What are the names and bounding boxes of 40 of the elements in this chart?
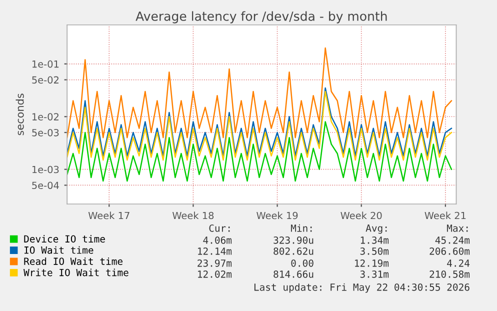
legend-label: Write IO Wait time (24, 268, 128, 276)
line-series (67, 121, 452, 182)
text: 4.24 (447, 259, 470, 267)
x-tick-label: Week 19 (256, 212, 298, 220)
text: 12.14m (198, 247, 232, 255)
text: 323.90u (274, 236, 314, 244)
x-tick-label: Week 21 (424, 212, 466, 220)
text: 210.58m (430, 270, 470, 278)
text: 12.19m (355, 259, 389, 267)
text: Max: (446, 224, 468, 232)
text: 1.34m (360, 236, 389, 244)
legend-label: Read IO Wait time (24, 257, 122, 265)
legend-label: IO Wait time (24, 246, 94, 254)
text: Cur: (209, 224, 230, 232)
text: 3.50m (360, 247, 389, 255)
text: 23.97m (198, 259, 232, 267)
text: 45.24m (435, 236, 470, 244)
chart-title: Average latency for /dev/sda - by month (136, 11, 387, 24)
text: Avg: (366, 224, 387, 234)
y-tick-label: 1e-02 (32, 113, 58, 120)
text: Min: (290, 224, 312, 232)
y-axis-title: seconds (16, 94, 24, 136)
y-tick-label: 5e-04 (32, 182, 59, 190)
x-tick-label: Week 18 (172, 212, 214, 220)
text: 4.06m (203, 236, 232, 244)
x-tick-label: Week 17 (88, 212, 130, 220)
text: 814.66u (274, 270, 314, 278)
y-tick-label: 1e-01 (32, 60, 59, 68)
line-series (67, 47, 452, 138)
text: 0.00 (291, 259, 314, 267)
legend-label: Device IO time (24, 235, 105, 243)
text: 12.02m (198, 270, 232, 278)
x-tick-label: Week 20 (340, 212, 382, 220)
y-tick-label: 5e-03 (32, 128, 59, 136)
y-tick-label: 1e-03 (32, 166, 59, 174)
y-tick-label: 5e-02 (32, 76, 58, 84)
text: 3.31m (360, 270, 389, 278)
text: 206.60m (430, 247, 470, 255)
text: Last update: Fri May 22 04:30:55 2026 (254, 283, 470, 293)
text: 802.62u (274, 247, 314, 255)
